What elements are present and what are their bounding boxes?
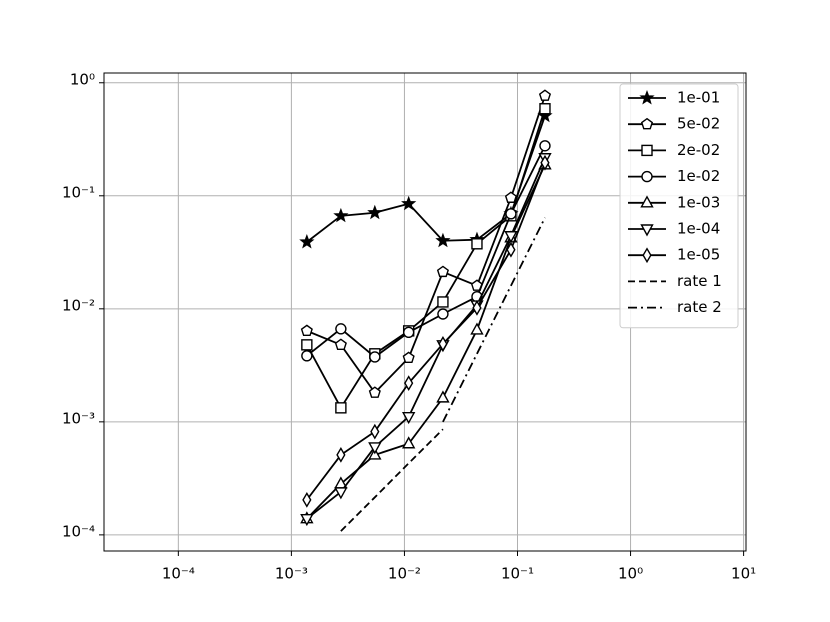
marker [471, 238, 483, 250]
x-tick-label: 10⁻¹ [501, 565, 534, 583]
marker [435, 232, 451, 248]
y-tick-label: 10⁰ [70, 70, 95, 88]
marker [336, 447, 346, 463]
series-line [306, 157, 546, 520]
y-tick-label: 10⁻¹ [62, 183, 95, 201]
x-tick-label: 10⁻² [388, 565, 421, 583]
marker [401, 195, 417, 211]
marker [333, 207, 349, 223]
marker [640, 224, 654, 237]
marker [369, 351, 381, 363]
marker [402, 326, 415, 338]
marker [506, 241, 516, 258]
marker [300, 514, 314, 527]
marker [334, 338, 347, 350]
marker [639, 90, 655, 105]
series-line [442, 217, 546, 423]
y-tick-label: 10⁻⁴ [62, 522, 95, 540]
y-tick-label: 10⁻² [62, 296, 95, 314]
marker [505, 208, 517, 220]
marker [641, 144, 653, 157]
marker [301, 350, 313, 362]
marker [335, 323, 347, 335]
legend-label: 1e-03 [677, 193, 720, 211]
marker [401, 436, 416, 449]
legend-label: 1e-05 [677, 246, 720, 264]
legend-label: 5e-02 [677, 115, 720, 133]
marker [334, 487, 348, 500]
marker [540, 154, 550, 171]
marker [436, 390, 450, 403]
marker [642, 247, 652, 264]
marker [302, 491, 312, 508]
marker [470, 279, 484, 291]
legend-label: 1e-04 [677, 220, 720, 238]
marker [438, 335, 448, 352]
marker [437, 296, 449, 308]
marker [367, 204, 383, 220]
plot-frame [103, 72, 747, 552]
x-tick-label: 10⁻³ [275, 565, 308, 583]
legend-label: rate 1 [677, 272, 722, 290]
marker [368, 442, 382, 455]
legend-label: rate 2 [677, 298, 722, 316]
marker [300, 324, 313, 337]
marker [335, 402, 347, 414]
marker [539, 140, 551, 152]
marker [401, 412, 416, 425]
legend: 1e-01 5e-02 2e-02 1e-02 1e-03 1e-04 1e-05 rate … [619, 83, 739, 329]
series-line [340, 428, 444, 532]
marker [504, 191, 517, 203]
marker [539, 103, 551, 115]
marker [640, 117, 654, 130]
legend-label: 1e-01 [677, 89, 720, 107]
x-tick-label: 10⁰ [618, 565, 643, 583]
legend-label: 1e-02 [677, 167, 720, 185]
marker [641, 170, 653, 183]
marker [404, 375, 414, 392]
marker [437, 308, 449, 320]
series-line [306, 145, 546, 359]
y-tick-label: 10⁻³ [62, 409, 95, 427]
legend-label: 2e-02 [677, 141, 720, 159]
marker [299, 234, 315, 249]
marker [470, 322, 484, 335]
marker [472, 299, 482, 316]
marker [368, 386, 381, 398]
marker [504, 231, 518, 244]
marker [640, 195, 654, 208]
series-line [306, 162, 546, 501]
marker [402, 351, 415, 364]
marker [301, 339, 313, 351]
x-tick-label: 10¹ [731, 565, 756, 583]
marker [538, 89, 552, 101]
marker [436, 265, 449, 278]
marker [370, 423, 380, 440]
x-tick-label: 10⁻⁴ [162, 565, 195, 583]
series-line [306, 164, 546, 520]
